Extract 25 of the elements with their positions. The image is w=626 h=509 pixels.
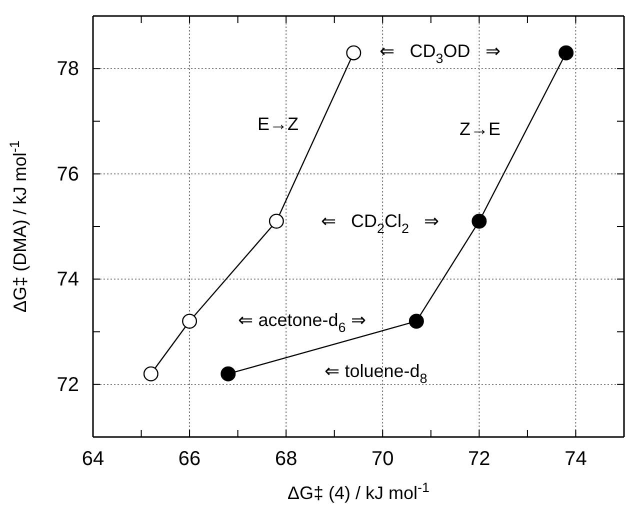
x-axis-title: ΔG‡ (4) / kJ mol$^{-1}$ [287,480,430,503]
x-tick-label: 70 [372,448,394,470]
x-tick-label: 74 [564,448,587,470]
point [472,214,487,229]
annotation: ⇐ acetone-d$_{6}$ ⇒ [238,310,366,336]
annotation: E→Z [257,114,299,134]
annotation: ⇐ CD$_{2}$Cl$_{2}$ ⇒ [320,210,440,236]
point [408,314,424,329]
y-tick-label: 72 [56,374,79,396]
x-tick-label: 68 [274,448,298,470]
point [558,45,574,60]
x-tick-label: 66 [178,448,201,470]
annotation: ⇐ toluene-d$_{8}$ [324,360,428,386]
x-tick-label: 64 [82,448,104,470]
point [143,366,158,382]
point [182,314,198,329]
point [346,45,362,60]
y-tick-label: 78 [56,58,79,80]
point [220,366,236,382]
y-tick-label: 76 [56,163,79,186]
y-tick-label: 74 [56,268,79,291]
annotation: ⇐ CD$_{3}$OD ⇒ [380,40,500,66]
point [268,214,284,229]
annotation: Z→E [459,118,501,139]
x-tick-label: 72 [468,448,490,470]
